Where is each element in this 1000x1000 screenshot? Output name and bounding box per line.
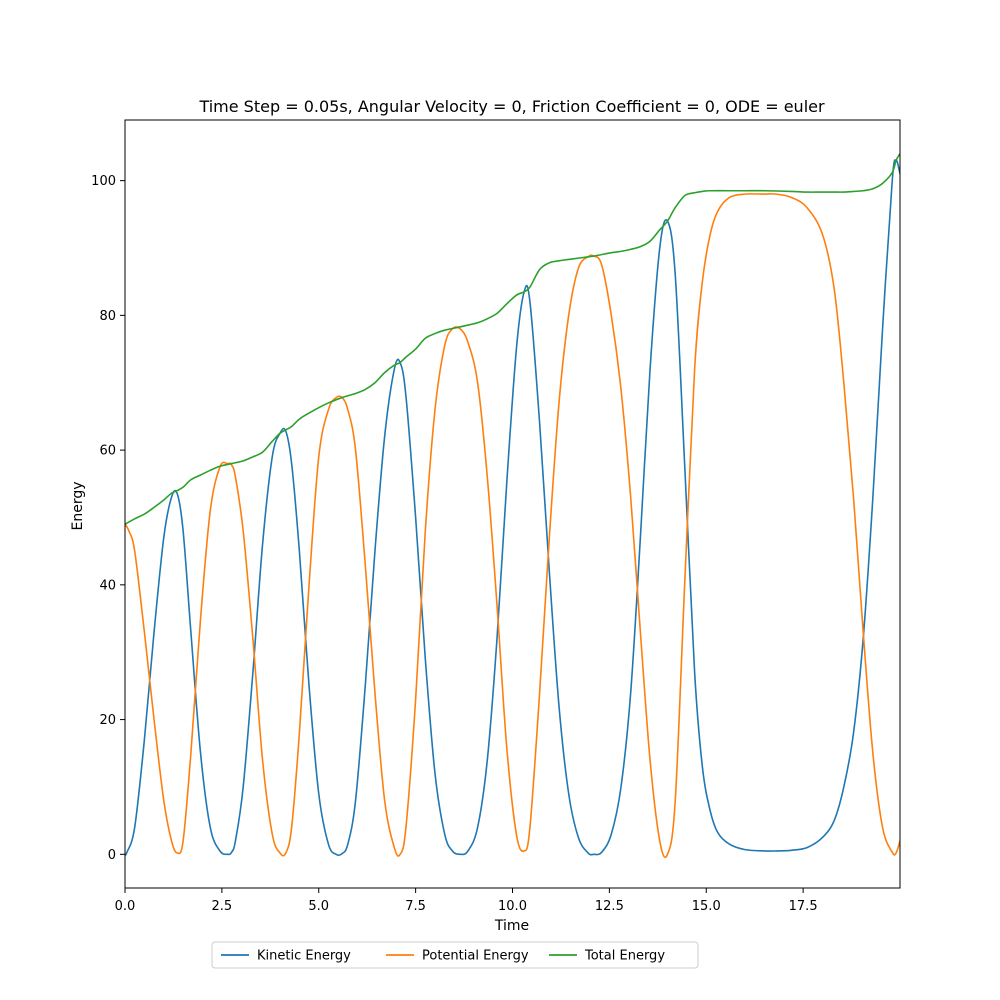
legend-box (211, 941, 699, 969)
x-tick-label: 2.5 (212, 899, 233, 914)
y-axis-title: Energy (70, 481, 86, 530)
series-layer (125, 153, 900, 859)
plot-frame (124, 119, 901, 889)
x-axis-title: Time (494, 918, 529, 934)
x-tick-label: 5.0 (308, 899, 329, 914)
x-axis-ticks: 0.0 2.5 5.0 7.5 10.0 12.5 15.0 17.5 (115, 888, 818, 914)
total-energy-legend-label: Total Energy (584, 949, 665, 964)
legend: Kinetic Energy Potential Energy Total Ener… (211, 941, 699, 969)
plot-area (125, 120, 900, 888)
chart-title: Time Step = 0.05s, Angular Velocity = 0,… (198, 97, 825, 116)
x-tick-label: 10.0 (498, 899, 527, 914)
y-tick-label: 20 (99, 713, 116, 728)
kinetic-energy-legend-label: Kinetic Energy (257, 949, 351, 964)
total-energy-line (125, 153, 900, 525)
potential-energy-line (125, 193, 900, 859)
potential-energy-legend-label: Potential Energy (422, 949, 529, 964)
x-tick-label: 0.0 (115, 899, 136, 914)
x-tick-label: 17.5 (789, 899, 818, 914)
x-tick-label: 7.5 (405, 899, 426, 914)
y-tick-label: 40 (99, 578, 116, 593)
y-tick-label: 0 (108, 848, 116, 863)
x-tick-label: 15.0 (692, 899, 721, 914)
legend-items: Kinetic Energy Potential Energy Total Ener… (221, 949, 665, 964)
y-axis-ticks: 0 20 40 60 80 100 (91, 174, 125, 863)
y-tick-label: 60 (99, 444, 116, 459)
y-tick-label: 80 (99, 309, 116, 324)
kinetic-energy-line (125, 159, 900, 857)
y-tick-label: 100 (91, 174, 116, 189)
x-tick-label: 12.5 (595, 899, 624, 914)
